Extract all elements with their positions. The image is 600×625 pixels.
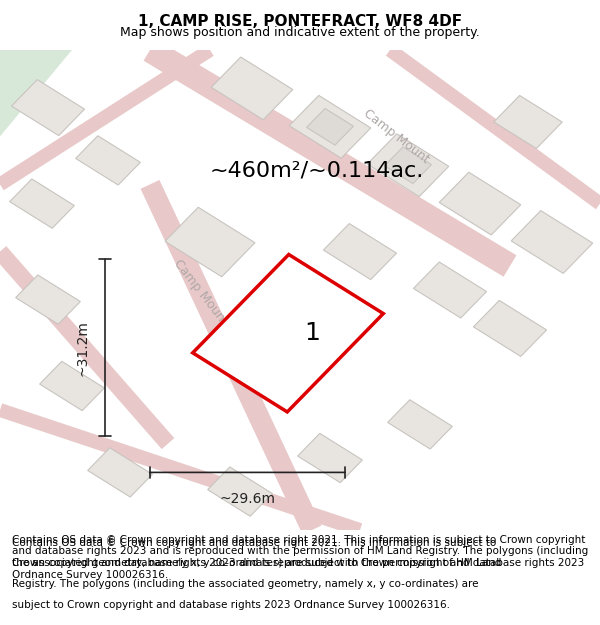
Polygon shape	[11, 79, 85, 136]
Polygon shape	[413, 262, 487, 318]
Polygon shape	[473, 301, 547, 356]
Polygon shape	[165, 208, 255, 277]
Polygon shape	[88, 448, 152, 497]
Polygon shape	[385, 147, 431, 184]
Text: Contains OS data © Crown copyright and database right 2021. This information is : Contains OS data © Crown copyright and d…	[12, 535, 588, 579]
Polygon shape	[388, 400, 452, 449]
Polygon shape	[211, 57, 293, 120]
Polygon shape	[193, 254, 383, 412]
Text: subject to Crown copyright and database rights 2023 Ordnance Survey 100026316.: subject to Crown copyright and database …	[12, 600, 450, 610]
Text: Camp Mount: Camp Mount	[361, 107, 431, 166]
Polygon shape	[289, 96, 371, 158]
Text: 1: 1	[304, 321, 320, 345]
Text: 1, CAMP RISE, PONTEFRACT, WF8 4DF: 1, CAMP RISE, PONTEFRACT, WF8 4DF	[138, 14, 462, 29]
Polygon shape	[40, 361, 104, 411]
Text: ~31.2m: ~31.2m	[76, 319, 90, 376]
Polygon shape	[439, 173, 521, 235]
Polygon shape	[16, 275, 80, 324]
Polygon shape	[511, 211, 593, 273]
Polygon shape	[367, 134, 449, 197]
Text: ~29.6m: ~29.6m	[220, 492, 275, 506]
Text: Camp Rise: Camp Rise	[238, 329, 278, 376]
Text: Contains OS data © Crown copyright and database right 2021. This information is : Contains OS data © Crown copyright and d…	[12, 538, 496, 548]
Polygon shape	[298, 433, 362, 482]
Polygon shape	[0, 50, 72, 136]
Polygon shape	[208, 467, 272, 516]
Polygon shape	[76, 136, 140, 185]
Text: Registry. The polygons (including the associated geometry, namely x, y co-ordina: Registry. The polygons (including the as…	[12, 579, 479, 589]
Polygon shape	[10, 179, 74, 228]
Polygon shape	[307, 109, 353, 145]
Polygon shape	[494, 96, 562, 149]
Text: Crown copyright and database rights 2023 and is reproduced with the permission o: Crown copyright and database rights 2023…	[12, 559, 502, 569]
Text: Camp Mount: Camp Mount	[172, 257, 230, 328]
Text: ~460m²/~0.114ac.: ~460m²/~0.114ac.	[210, 160, 424, 180]
Polygon shape	[323, 224, 397, 279]
Text: Map shows position and indicative extent of the property.: Map shows position and indicative extent…	[120, 26, 480, 39]
